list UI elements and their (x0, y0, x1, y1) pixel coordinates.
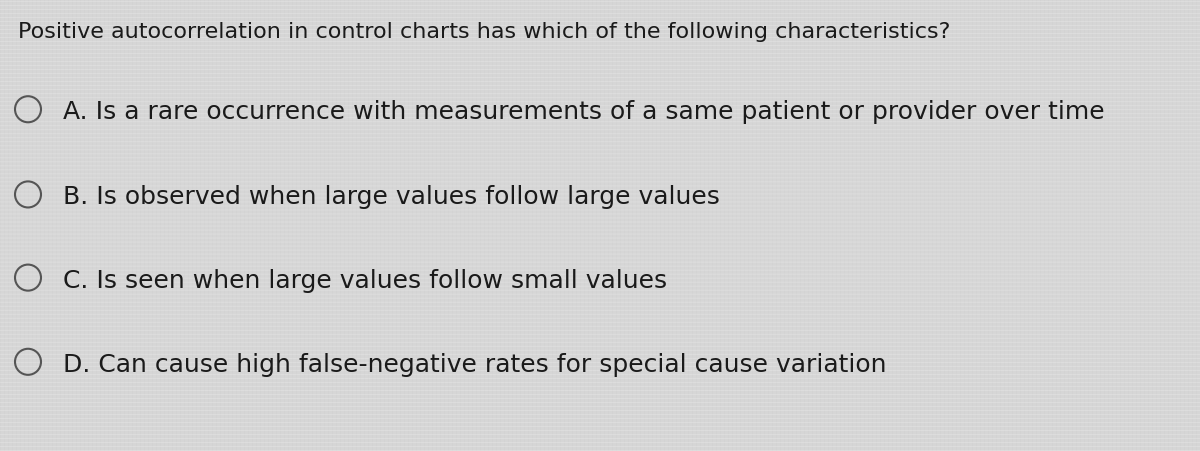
Text: C. Is seen when large values follow small values: C. Is seen when large values follow smal… (64, 268, 667, 292)
Text: Positive autocorrelation in control charts has which of the following characteri: Positive autocorrelation in control char… (18, 22, 950, 42)
Text: A. Is a rare occurrence with measurements of a same patient or provider over tim: A. Is a rare occurrence with measurement… (64, 100, 1105, 124)
Text: D. Can cause high false-negative rates for special cause variation: D. Can cause high false-negative rates f… (64, 352, 887, 376)
Text: B. Is observed when large values follow large values: B. Is observed when large values follow … (64, 185, 720, 209)
